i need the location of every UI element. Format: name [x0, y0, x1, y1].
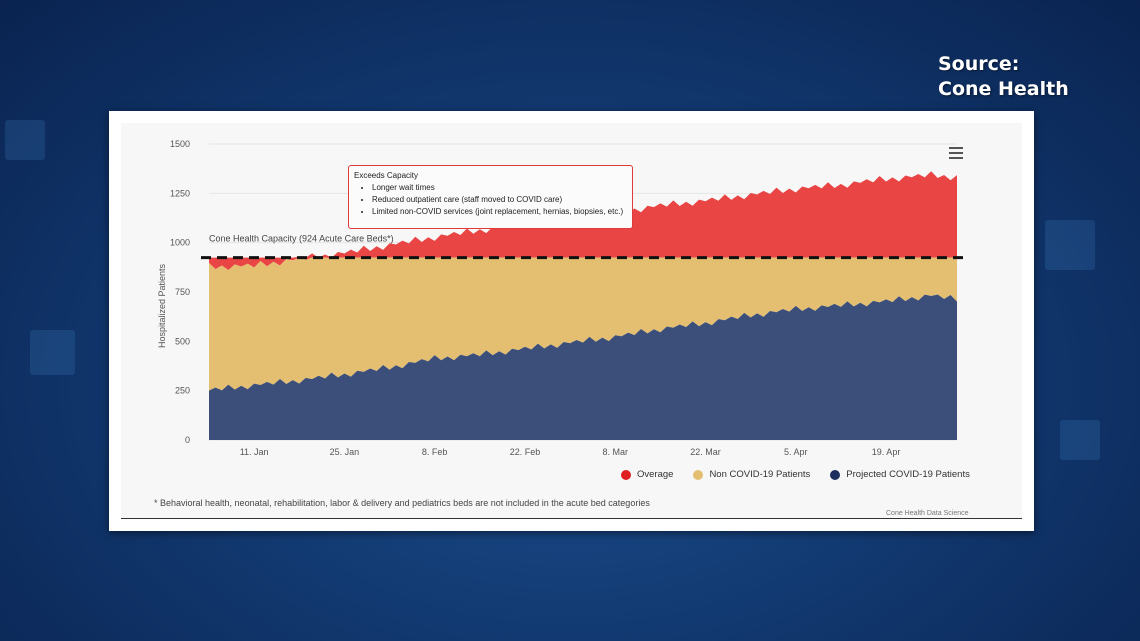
legend-label: Overage: [637, 469, 674, 480]
annotation-title: Exceeds Capacity: [354, 171, 419, 180]
legend-dot: [830, 469, 841, 480]
background-tile: [5, 120, 45, 160]
y-tick-label: 750: [175, 287, 190, 297]
annotation-bullet: Longer wait times: [372, 182, 632, 194]
x-tick-label: 22. Mar: [690, 447, 721, 457]
y-tick-label: 0: [185, 435, 190, 445]
x-tick-label: 11. Jan: [240, 447, 269, 457]
x-tick-label: 5. Apr: [784, 447, 808, 457]
background-tile: [1045, 220, 1095, 270]
background-tile: [30, 330, 75, 375]
annotation-bullet: Limited non-COVID services (joint replac…: [372, 206, 632, 218]
source-label: Source: Cone Health: [938, 52, 1069, 102]
covid-area: [209, 294, 957, 440]
chart-legend: Overage Non COVID-19 Patients Projected …: [621, 469, 970, 480]
exceeds-capacity-annotation: Exceeds Capacity Longer wait times Reduc…: [348, 165, 633, 229]
y-tick-label: 1500: [170, 139, 190, 149]
y-axis: 0 250 500 750 1000 1250 1500: [170, 139, 190, 445]
legend-item-overage[interactable]: Overage: [621, 469, 673, 480]
background-tile: [1060, 420, 1100, 460]
x-tick-label: 8. Feb: [422, 447, 448, 457]
legend-label: Non COVID-19 Patients: [709, 469, 811, 480]
annotation-bullet: Reduced outpatient care (staff moved to …: [372, 194, 632, 206]
legend-dot: [621, 469, 631, 480]
x-tick-label: 22. Feb: [510, 447, 541, 457]
x-tick-label: 25. Jan: [330, 447, 360, 457]
legend-dot: [693, 469, 704, 480]
x-tick-label: 8. Mar: [602, 447, 628, 457]
source-label-line-2: Cone Health: [938, 78, 1069, 100]
y-tick-label: 1000: [170, 238, 190, 248]
chart-credit: Cone Health Data Science: [886, 510, 969, 517]
source-label-line-1: Source:: [938, 53, 1020, 75]
chart-menu-icon[interactable]: [949, 147, 963, 159]
bottom-divider: [121, 518, 1022, 519]
chart-panel: Cone Health Capacity (924 Acute Care Bed…: [109, 111, 1034, 531]
non-covid-area: [209, 257, 957, 391]
x-axis: 11. Jan 25. Jan 8. Feb 22. Feb 8. Mar 22. Mar…: [240, 447, 901, 457]
x-tick-label: 19. Apr: [872, 447, 901, 457]
y-tick-label: 1250: [170, 188, 190, 198]
capacity-group: Cone Health Capacity (924 Acute Care Bed…: [201, 234, 965, 260]
legend-item-non-covid[interactable]: Non COVID-19 Patients: [693, 469, 810, 480]
y-tick-label: 250: [175, 386, 190, 396]
legend-label: Projected COVID-19 Patients: [846, 469, 970, 480]
y-axis-label: Hospitalized Patients: [157, 263, 167, 348]
capacity-label: Cone Health Capacity (924 Acute Care Bed…: [209, 234, 394, 244]
legend-item-covid[interactable]: Projected COVID-19 Patients: [830, 469, 970, 480]
annotation-list: Longer wait times Reduced outpatient car…: [354, 182, 632, 218]
chart-footnote: * Behavioral health, neonatal, rehabilit…: [154, 498, 650, 508]
y-tick-label: 500: [175, 336, 190, 346]
